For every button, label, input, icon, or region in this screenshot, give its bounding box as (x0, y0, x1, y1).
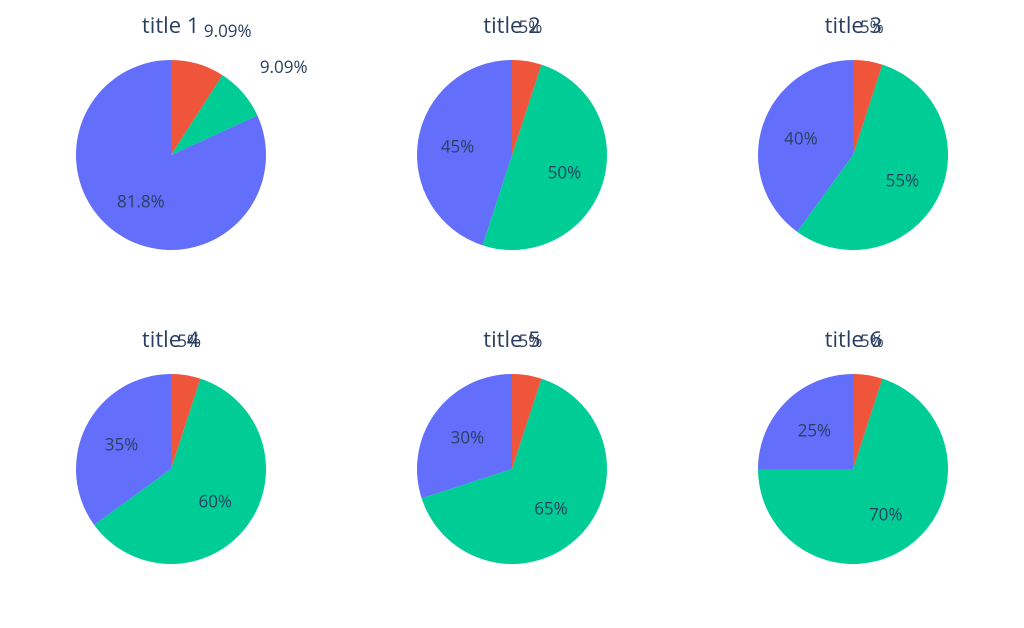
pie-wrap: 45%50%5% (417, 60, 607, 250)
pie-chart (758, 60, 948, 250)
chart-grid-canvas: title 181.8%9.09%9.09%title 245%50%5%tit… (0, 0, 1024, 628)
pie-chart (417, 60, 607, 250)
pie-title: title 6 (825, 324, 882, 354)
pie-cell: title 1 81.8%9.09%9.09% (0, 0, 341, 314)
pie-wrap: 81.8%9.09%9.09% (76, 60, 266, 250)
pie-wrap: 30%65%5% (417, 374, 607, 564)
pie-title: title 4 (142, 324, 199, 354)
pie-wrap: 35%60%5% (76, 374, 266, 564)
pie-title: title 1 (142, 10, 199, 40)
pie-cell: title 3 40%55%5% (683, 0, 1024, 314)
pie-chart (758, 374, 948, 564)
pie-title: title 5 (483, 324, 540, 354)
pie-slice[interactable] (758, 374, 853, 469)
pie-chart (417, 374, 607, 564)
pie-chart (76, 60, 266, 250)
pie-grid: title 181.8%9.09%9.09%title 245%50%5%tit… (0, 0, 1024, 628)
pie-title: title 3 (825, 10, 882, 40)
pie-wrap: 25%70%5% (758, 374, 948, 564)
pie-title: title 2 (483, 10, 540, 40)
pie-cell: title 6 25%70%5% (683, 314, 1024, 628)
pie-cell: title 5 30%65%5% (341, 314, 682, 628)
pie-slice-label: 9.09% (260, 55, 308, 78)
pie-wrap: 40%55%5% (758, 60, 948, 250)
pie-chart (76, 374, 266, 564)
pie-slice-label: 9.09% (204, 19, 252, 42)
pie-cell: title 4 35%60%5% (0, 314, 341, 628)
pie-cell: title 2 45%50%5% (341, 0, 682, 314)
